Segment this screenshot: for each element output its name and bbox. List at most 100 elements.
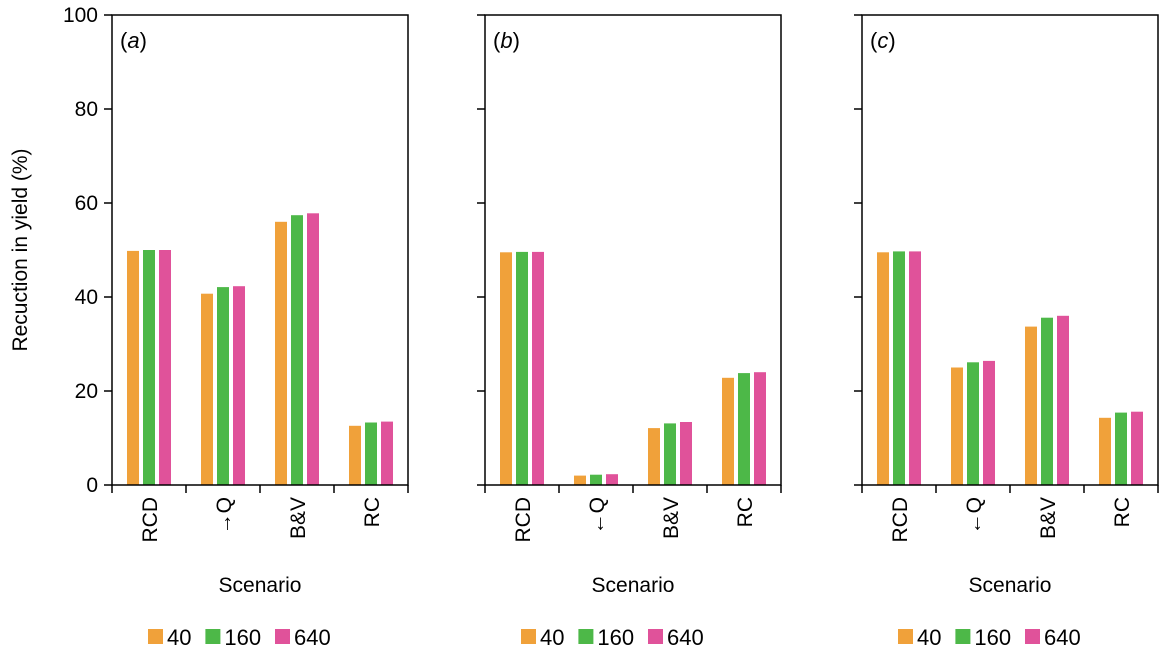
x-tick-label: RCD [512,497,535,543]
bar-c-rcd-640 [909,251,921,485]
legend-label: 160 [224,625,261,650]
bar-a-rc-40 [349,425,361,485]
legend-swatch-40 [148,629,163,644]
y-tick-label: 80 [75,98,98,121]
bar-a-rc-640 [381,421,393,485]
bar-b-bv-640 [680,422,692,485]
panel-label-close: ) [888,28,895,53]
bar-a-q-640 [233,286,245,485]
y-tick-label: 20 [75,380,98,403]
x-tick-label: ←Q [586,497,609,534]
bar-a-rcd-640 [159,250,171,485]
arrow-up-icon: → [213,513,236,534]
bar-b-q-640 [606,474,618,485]
x-tick-label: RC [1111,497,1134,527]
bar-b-bv-160 [664,423,676,485]
bar-b-bv-40 [648,428,660,485]
bar-c-bv-40 [1025,326,1037,485]
legend-label: 40 [167,625,191,650]
legend-label: 640 [667,625,704,650]
legend-label: 40 [540,625,564,650]
x-tick-label-text: Q [586,497,609,513]
x-tick-label: B&V [1037,497,1060,539]
arrow-down-icon: ← [586,513,609,534]
bar-c-rc-160 [1115,412,1127,485]
legend: 40 160 640 [148,625,331,650]
bar-a-rcd-160 [143,250,155,485]
bar-a-q-40 [201,293,213,485]
x-tick-label: ←Q [963,497,986,534]
legend: 40 160 640 [898,625,1081,650]
bar-b-rcd-40 [500,252,512,485]
bar-a-q-160 [217,287,229,485]
x-axis-title: Scenario [219,574,302,597]
y-axis-title: Recuction in yield (%) [9,148,32,351]
bar-b-q-40 [574,475,586,485]
plot-frame [861,14,1159,486]
y-tick-label: 0 [86,474,98,497]
legend-swatch-640 [1025,629,1040,644]
x-axis-title: Scenario [592,574,675,597]
y-tick-label: 100 [63,4,98,27]
bar-b-rcd-640 [532,251,544,485]
bar-b-rc-40 [722,377,734,485]
x-tick-label: RC [734,497,757,527]
x-tick-label-text: Q [963,497,986,513]
bar-c-q-160 [967,362,979,485]
legend-swatch-160 [578,629,594,644]
bar-a-bv-160 [291,215,303,485]
panel-label-close: ) [140,28,147,53]
x-tick-label: B&V [660,497,683,539]
panel-label-open: ( [493,28,501,53]
bar-b-rc-160 [738,373,750,485]
legend-label: 160 [597,625,634,650]
panel-label-open: ( [120,28,128,53]
x-tick-label: RCD [889,497,912,543]
bar-c-bv-160 [1041,317,1053,485]
legend-label: 640 [294,625,331,650]
legend-swatch-40 [898,629,913,644]
y-tick-label: 40 [75,286,98,309]
bar-a-rc-160 [365,422,377,485]
panel-label-letter: a [127,28,139,53]
legend: 40 160 640 [521,625,704,650]
bar-c-rcd-40 [877,252,889,485]
bar-c-rc-640 [1131,411,1143,485]
x-tick-label: →Q [213,497,236,534]
plot-frame [484,14,782,486]
panel-label: (a) [120,28,147,53]
bar-c-rc-40 [1099,417,1111,485]
panel-label-letter: b [500,28,512,53]
legend-swatch-160 [205,629,221,644]
x-tick-label: RC [361,497,384,527]
legend-swatch-640 [648,629,663,644]
y-tick-label: 60 [75,192,98,215]
panel-label-letter: c [877,28,888,53]
x-axis-title: Scenario [969,574,1052,597]
panel-label-open: ( [870,28,878,53]
legend-label: 40 [917,625,941,650]
x-tick-label-text: Q [213,497,236,513]
panel-label: (c) [870,28,896,53]
panel-label-close: ) [513,28,520,53]
bar-b-q-160 [590,474,602,485]
bar-c-bv-640 [1057,315,1069,485]
arrow-down-icon: ← [963,513,986,534]
panel-b: RCD ←Q B&V RC (b) Scenario 40 160 640 [477,14,782,650]
bar-b-rcd-160 [516,251,528,485]
bar-b-rc-640 [754,372,766,485]
bar-a-bv-640 [307,213,319,486]
legend-label: 640 [1044,625,1081,650]
bar-a-rcd-40 [127,250,139,485]
panel-label: (b) [493,28,520,53]
bar-a-bv-40 [275,221,287,486]
panel-a: 0 20 40 60 80 100 RCD →Q B&V RC (a) Scenario 40 160 64… [63,4,409,650]
bar-c-q-640 [983,360,995,485]
plot-frame [111,14,409,486]
bar-c-rcd-160 [893,251,905,485]
legend-swatch-640 [275,629,290,644]
x-tick-label: RCD [139,497,162,543]
legend-swatch-160 [955,629,971,644]
bar-c-q-40 [951,367,963,485]
